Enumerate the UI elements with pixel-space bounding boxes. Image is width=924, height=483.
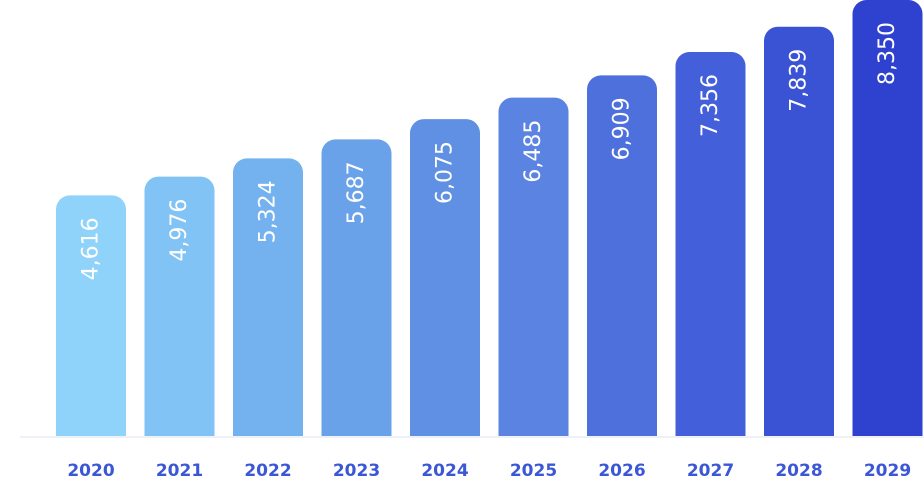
bar-value-label: 4,616 [79,217,104,280]
bar-2020 [56,195,126,451]
x-tick-label: 2020 [67,461,114,481]
bar-base-mask [320,437,393,453]
bar-2021 [144,176,215,451]
bars-group: 4,616 4,976 5,324 5,687 6,075 6,485 6,909 7,356… [55,0,924,453]
x-tick-label: 2023 [333,461,380,481]
bar-value-label: 6,075 [433,141,458,204]
bar-value-label: 6,909 [610,97,635,160]
x-tick-label: 2025 [510,461,557,481]
x-tick-label: 2022 [244,461,291,481]
bar-base-mask [586,437,658,453]
x-tick-label: 2028 [775,461,822,481]
bar-2028 [764,26,834,451]
bar-2025 [498,97,569,451]
x-tick-label: 2021 [156,461,203,481]
x-tick-labels: 2020 2021 2022 2023 2024 2025 2026 2027 2028 2029 [67,461,911,481]
bar-2022 [233,158,303,451]
x-tick-label: 2026 [598,461,645,481]
bar-base-mask [497,437,570,453]
bar-2029 [852,0,923,451]
bar-2026 [587,75,657,452]
bar-base-mask [851,437,924,453]
x-tick-label: 2027 [687,461,734,481]
bar-2024 [410,119,480,451]
bar-2023 [321,139,392,451]
bar-value-label: 5,324 [256,180,281,243]
bar-value-label: 7,839 [787,49,812,112]
bar-2027 [675,52,746,451]
bar-value-label: 6,485 [521,120,546,183]
bar-value-label: 5,687 [344,161,369,224]
bar-base-mask [409,437,481,453]
bar-value-label: 8,350 [875,22,900,85]
bar-base-mask [55,437,127,453]
x-tick-label: 2024 [421,461,468,481]
bar-base-mask [143,437,216,453]
bar-base-mask [232,437,304,453]
bar-base-mask [674,437,747,453]
bar-value-label: 7,356 [698,74,723,137]
bar-base-mask [763,437,835,453]
x-tick-label: 2029 [864,461,911,481]
bar-value-label: 4,976 [167,199,192,262]
